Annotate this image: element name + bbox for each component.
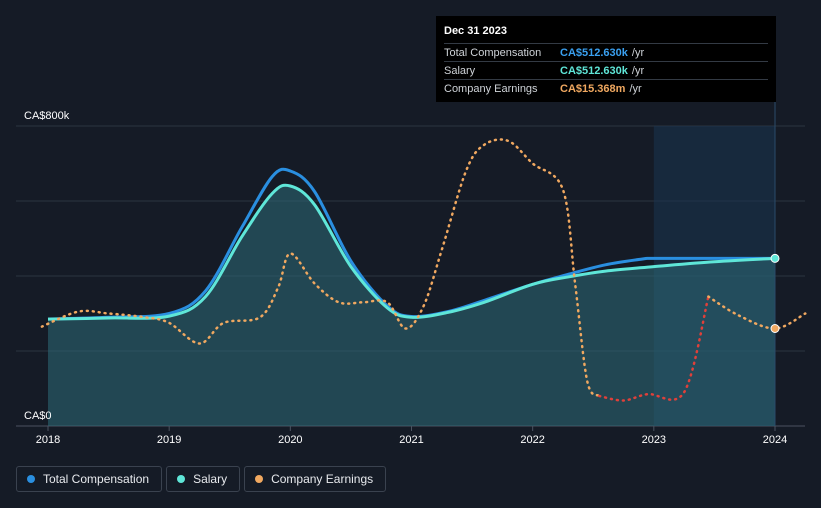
x-tick-label: 2023 (642, 434, 666, 446)
x-tick-label: 2018 (36, 434, 60, 446)
x-tick-label: 2019 (157, 434, 181, 446)
chart-legend: Total Compensation Salary Company Earnin… (16, 466, 387, 492)
tooltip-row-salary: Salary CA$512.630k /yr (444, 61, 768, 79)
legend-dot-earnings-icon (255, 475, 264, 483)
salary-line (47, 183, 776, 321)
y-axis-min-label: CA$0 (24, 410, 52, 422)
salary-marker[interactable] (770, 253, 780, 263)
chart-tooltip: Dec 31 2023 Total Compensation CA$512.63… (436, 16, 776, 102)
x-axis: 2018 2019 2020 2021 2022 2023 2024 (36, 426, 787, 446)
tooltip-label-salary: Salary (444, 64, 476, 77)
earnings-positive-segment (707, 295, 807, 330)
earnings-positive-segment (40, 138, 601, 398)
legend-company-earnings[interactable]: Company Earnings (244, 466, 387, 492)
legend-dot-total-icon (27, 475, 35, 483)
earnings-negative-segment (598, 295, 710, 402)
tooltip-unit-total: /yr (631, 46, 645, 59)
salary-area-fill (48, 185, 775, 426)
legend-salary[interactable]: Salary (166, 466, 241, 492)
x-tick-label: 2022 (520, 434, 544, 446)
y-axis-max-label: CA$800k (24, 110, 70, 122)
tooltip-value-total: CA$512.630k (560, 46, 628, 59)
x-tick-label: 2021 (399, 434, 423, 446)
tooltip-value-earnings: CA$15.368m (560, 82, 626, 95)
legend-label-salary: Salary (193, 472, 228, 486)
tooltip-label-total: Total Compensation (444, 46, 542, 59)
tooltip-unit-earnings: /yr (629, 82, 642, 95)
tooltip-row-earnings: Company Earnings CA$15.368m /yr (444, 79, 768, 97)
company-earnings-marker[interactable] (770, 324, 780, 333)
x-tick-label: 2024 (763, 434, 787, 446)
legend-label-total: Total Compensation (43, 472, 150, 486)
tooltip-row-total: Total Compensation CA$512.630k /yr (444, 43, 768, 61)
legend-dot-salary-icon (177, 475, 186, 483)
tooltip-value-salary: CA$512.630k (560, 64, 628, 77)
legend-label-earnings: Company Earnings (271, 472, 374, 486)
legend-total-compensation[interactable]: Total Compensation (16, 466, 163, 492)
tooltip-date: Dec 31 2023 (444, 25, 507, 37)
company-earnings-line (40, 138, 807, 402)
tooltip-unit-salary: /yr (631, 64, 645, 77)
x-tick-label: 2020 (278, 434, 302, 446)
tooltip-label-earnings: Company Earnings (444, 82, 538, 95)
